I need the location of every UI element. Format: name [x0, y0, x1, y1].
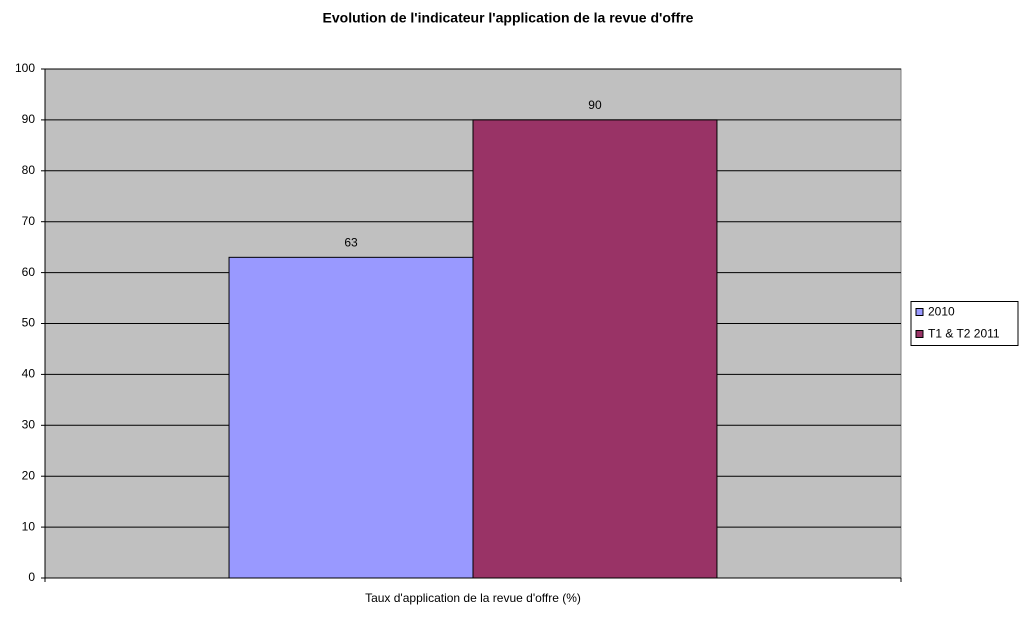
y-tick-label: 0 [28, 570, 35, 584]
y-tick-label: 10 [22, 519, 36, 533]
y-tick-label: 80 [22, 163, 36, 177]
y-tick-label: 50 [22, 316, 36, 330]
legend-label: T1 & T2 2011 [928, 327, 1000, 341]
y-tick-label: 30 [22, 417, 36, 431]
y-tick-label: 90 [22, 112, 36, 126]
data-label: 90 [588, 98, 602, 112]
x-tick-label: Taux d'application de la revue d'offre (… [365, 591, 581, 605]
y-tick-label: 100 [15, 61, 35, 75]
chart-title: Evolution de l'indicateur l'application … [323, 10, 694, 26]
legend-swatch [915, 308, 924, 316]
y-tick-label: 40 [22, 367, 36, 381]
y-tick-label: 60 [22, 265, 36, 279]
bar [472, 119, 718, 579]
y-tick-label: 20 [22, 468, 36, 482]
data-label: 63 [344, 236, 358, 250]
legend-box [910, 301, 1019, 346]
y-tick-label: 70 [22, 214, 36, 228]
legend-label: 2010 [928, 305, 955, 319]
bar [228, 256, 474, 579]
legend-swatch [915, 330, 924, 338]
